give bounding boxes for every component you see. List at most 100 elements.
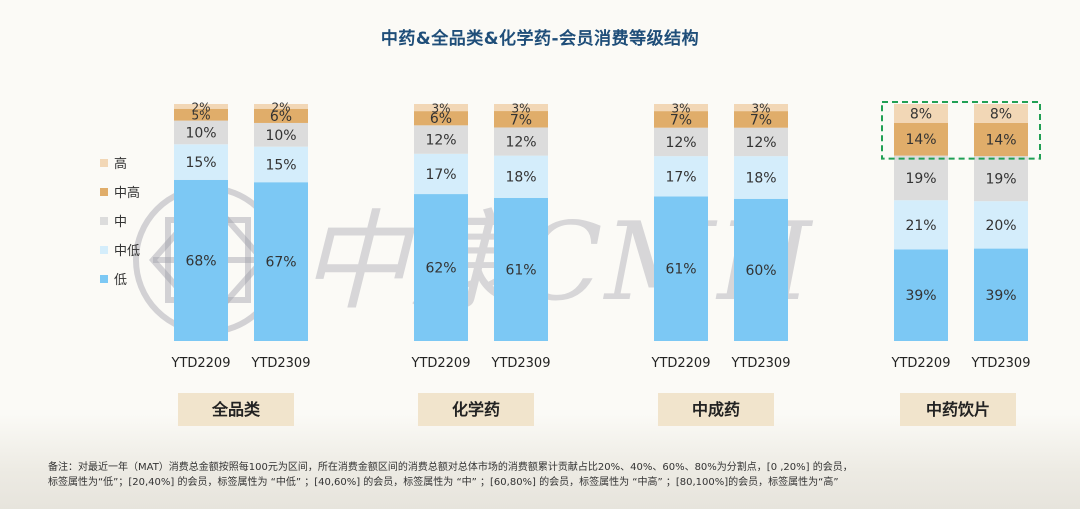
chart-title: 中药&全品类&化学药-会员消费等级结构 <box>380 29 700 49</box>
bar-segment <box>174 120 228 145</box>
x-tick-label: YTD2209 <box>651 356 711 371</box>
bar-segment <box>254 182 308 341</box>
bar-segment <box>974 156 1028 202</box>
data-label: 19% <box>905 171 936 187</box>
bar-segment <box>494 197 548 341</box>
bar-segment <box>894 155 948 201</box>
footnote-line: 备注：对最近一年（MAT）消费总金额按照每100元为区间，所在消费金额区间的消费… <box>48 462 853 473</box>
data-label: 20% <box>985 218 1016 234</box>
data-label: 12% <box>505 135 536 151</box>
bar-segment <box>654 127 708 157</box>
bar-segment <box>494 111 548 128</box>
data-label: 18% <box>745 170 776 186</box>
bar-segment <box>174 104 228 109</box>
data-label: 7% <box>510 112 532 128</box>
x-tick-label: YTD2209 <box>411 356 471 371</box>
data-label: 10% <box>265 128 296 144</box>
bar-segment <box>414 111 468 126</box>
legend-label: 中 <box>114 215 128 230</box>
data-label: 12% <box>745 135 776 151</box>
data-label: 2% <box>191 100 210 114</box>
data-label: 39% <box>905 288 936 304</box>
bar-segment <box>414 194 468 341</box>
bar-segment <box>654 104 708 112</box>
data-label: 8% <box>910 106 932 122</box>
data-label: 6% <box>270 109 292 125</box>
bar-segment <box>894 249 948 341</box>
data-label: 18% <box>505 170 536 186</box>
bar-segment <box>654 196 708 341</box>
highlight-box <box>881 101 1041 160</box>
data-label: 15% <box>185 155 216 171</box>
group-label-chinese-patent-medicine: 中成药 <box>658 393 774 426</box>
legend-swatch <box>100 245 108 254</box>
data-label: 19% <box>985 172 1016 188</box>
bar-segment <box>894 200 948 250</box>
bar-segment <box>254 146 308 183</box>
bar-segment <box>734 111 788 128</box>
legend-item-mid-low: 中低 <box>100 235 140 264</box>
bar-segment <box>894 122 948 156</box>
bar-segment <box>254 104 308 109</box>
bar-segment <box>654 111 708 128</box>
data-label: 68% <box>185 253 216 269</box>
bar-segment <box>734 198 788 341</box>
legend-swatch <box>100 216 108 225</box>
data-label: 8% <box>990 106 1012 122</box>
watermark-text: 中康CMH <box>300 200 814 325</box>
bar-segment <box>494 155 548 198</box>
legend-item-low: 低 <box>100 264 140 293</box>
data-label: 62% <box>425 261 456 277</box>
x-tick-label: YTD2309 <box>491 356 551 371</box>
bar-segment <box>974 122 1028 157</box>
bar-segment <box>174 179 228 341</box>
data-label: 60% <box>745 263 776 279</box>
bar-segment <box>494 127 548 156</box>
data-label: 10% <box>185 125 216 141</box>
x-tick-label: YTD2309 <box>731 356 791 371</box>
legend-item-high: 高 <box>100 148 140 177</box>
bar-segment <box>254 122 308 147</box>
legend-label: 高 <box>114 157 128 172</box>
bar-segment <box>494 104 548 112</box>
data-label: 7% <box>670 112 692 128</box>
data-label: 17% <box>665 169 696 185</box>
bar-segment <box>734 127 788 157</box>
data-label: 3% <box>751 102 770 116</box>
legend: 高 中高 中 中低 低 <box>100 148 140 293</box>
data-label: 61% <box>665 262 696 278</box>
legend-item-mid: 中 <box>100 206 140 235</box>
data-label: 14% <box>985 133 1016 149</box>
x-tick-label: YTD2209 <box>891 356 951 371</box>
legend-swatch <box>100 187 108 196</box>
footnote-line: 标签属性为“低”；[20,40%] 的会员，标签属性为 “中低” ；[40,60… <box>48 477 839 488</box>
data-label: 17% <box>425 167 456 183</box>
x-tick-label: YTD2309 <box>251 356 311 371</box>
legend-swatch <box>100 158 108 167</box>
bar-segment <box>654 156 708 197</box>
data-label: 15% <box>265 157 296 173</box>
data-label: 12% <box>665 135 696 151</box>
bar-segment <box>974 248 1028 341</box>
data-label: 2% <box>271 100 290 114</box>
data-label: 39% <box>985 288 1016 304</box>
data-label: 61% <box>505 262 536 278</box>
stacked-bar-chart: 68%15%10%5%2%YTD220967%15%10%6%2%YTD2309… <box>171 100 1041 371</box>
data-label: 14% <box>905 132 936 148</box>
x-tick-label: YTD2309 <box>971 356 1031 371</box>
data-label: 7% <box>750 112 772 128</box>
legend-label: 中低 <box>114 244 141 259</box>
bar-segment <box>174 108 228 121</box>
legend-label: 低 <box>114 273 128 288</box>
bar-segment <box>894 104 948 123</box>
bar-segment <box>414 104 468 112</box>
data-label: 5% <box>191 109 210 123</box>
footnote: 备注：对最近一年（MAT）消费总金额按照每100元为区间，所在消费金额区间的消费… <box>48 460 1048 490</box>
bar-segment <box>734 156 788 199</box>
bar-segment <box>414 125 468 154</box>
bar-segment <box>734 104 788 112</box>
group-label-all-categories: 全品类 <box>178 393 294 426</box>
legend-label: 中高 <box>114 186 141 201</box>
data-label: 3% <box>511 102 530 116</box>
data-label: 3% <box>671 102 690 116</box>
